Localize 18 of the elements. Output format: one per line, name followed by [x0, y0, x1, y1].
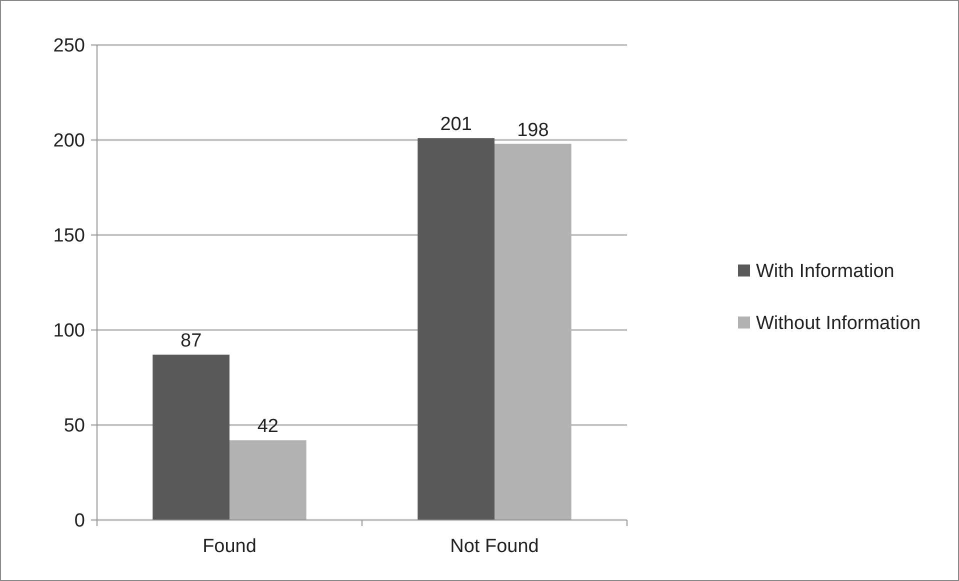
- legend-label: Without Information: [756, 313, 921, 334]
- bar: [494, 144, 572, 520]
- y-tick-label: 0: [74, 510, 85, 532]
- x-tick-label: Found: [202, 536, 256, 557]
- x-tick-label: Not Found: [450, 536, 539, 557]
- legend-label: With Information: [756, 261, 894, 282]
- data-label: 198: [517, 120, 549, 141]
- data-label: 201: [440, 114, 472, 136]
- y-tick-label: 150: [53, 226, 85, 247]
- data-label: 87: [180, 330, 202, 352]
- y-tick-label: 50: [64, 416, 85, 437]
- bar: [418, 138, 494, 520]
- y-tick-label: 100: [53, 320, 85, 342]
- bar: [230, 440, 306, 520]
- y-tick-label: 200: [53, 130, 85, 152]
- y-tick-label: 250: [53, 36, 85, 57]
- bar: [152, 354, 230, 520]
- data-label: 42: [257, 416, 278, 438]
